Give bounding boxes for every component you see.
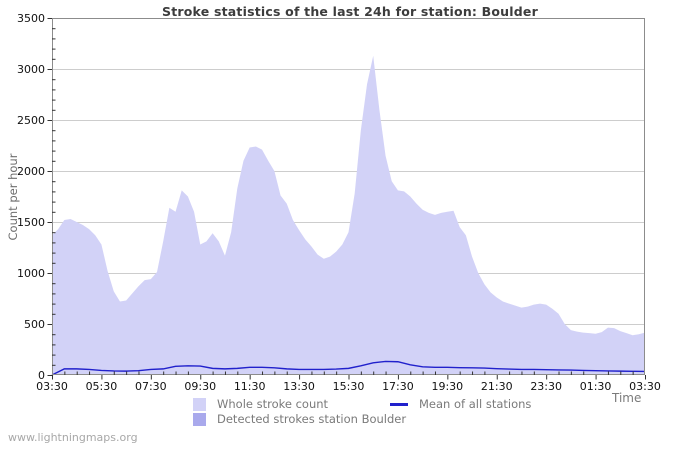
svg-text:05:30: 05:30	[86, 380, 118, 393]
svg-text:1000: 1000	[17, 267, 45, 280]
svg-text:2000: 2000	[17, 165, 45, 178]
svg-text:09:30: 09:30	[184, 380, 216, 393]
svg-text:3000: 3000	[17, 63, 45, 76]
svg-text:3500: 3500	[17, 12, 45, 25]
legend-label-whole-stroke-count: Whole stroke count	[217, 397, 329, 411]
svg-text:21:30: 21:30	[481, 380, 513, 393]
legend-item-detected-strokes: Detected strokes station Boulder	[193, 412, 406, 426]
svg-text:19:30: 19:30	[431, 380, 463, 393]
svg-text:03:30: 03:30	[629, 380, 661, 393]
x-axis-label: Time	[612, 391, 642, 405]
svg-text:17:30: 17:30	[382, 380, 414, 393]
svg-text:11:30: 11:30	[234, 380, 266, 393]
detected-strokes-swatch	[193, 412, 206, 426]
svg-text:0: 0	[38, 369, 45, 382]
chart-title: Stroke statistics of the last 24h for st…	[162, 4, 538, 19]
whole-stroke-count-swatch	[193, 397, 206, 411]
mean-line-swatch	[390, 402, 408, 406]
legend-label-mean-of-all-stations: Mean of all stations	[419, 397, 532, 411]
watermark: www.lightningmaps.org	[8, 431, 138, 444]
svg-text:1500: 1500	[17, 216, 45, 229]
svg-text:2500: 2500	[17, 114, 45, 127]
legend-item-mean-of-all-stations: Mean of all stations	[390, 397, 531, 411]
legend-item-whole-stroke-count: Whole stroke count	[193, 397, 328, 411]
svg-text:500: 500	[24, 318, 45, 331]
svg-text:03:30: 03:30	[36, 380, 68, 393]
svg-text:13:30: 13:30	[283, 380, 315, 393]
svg-text:01:30: 01:30	[580, 380, 612, 393]
legend-label-detected-strokes: Detected strokes station Boulder	[217, 412, 407, 426]
svg-text:07:30: 07:30	[135, 380, 167, 393]
svg-text:23:30: 23:30	[530, 380, 562, 393]
svg-text:15:30: 15:30	[333, 380, 365, 393]
